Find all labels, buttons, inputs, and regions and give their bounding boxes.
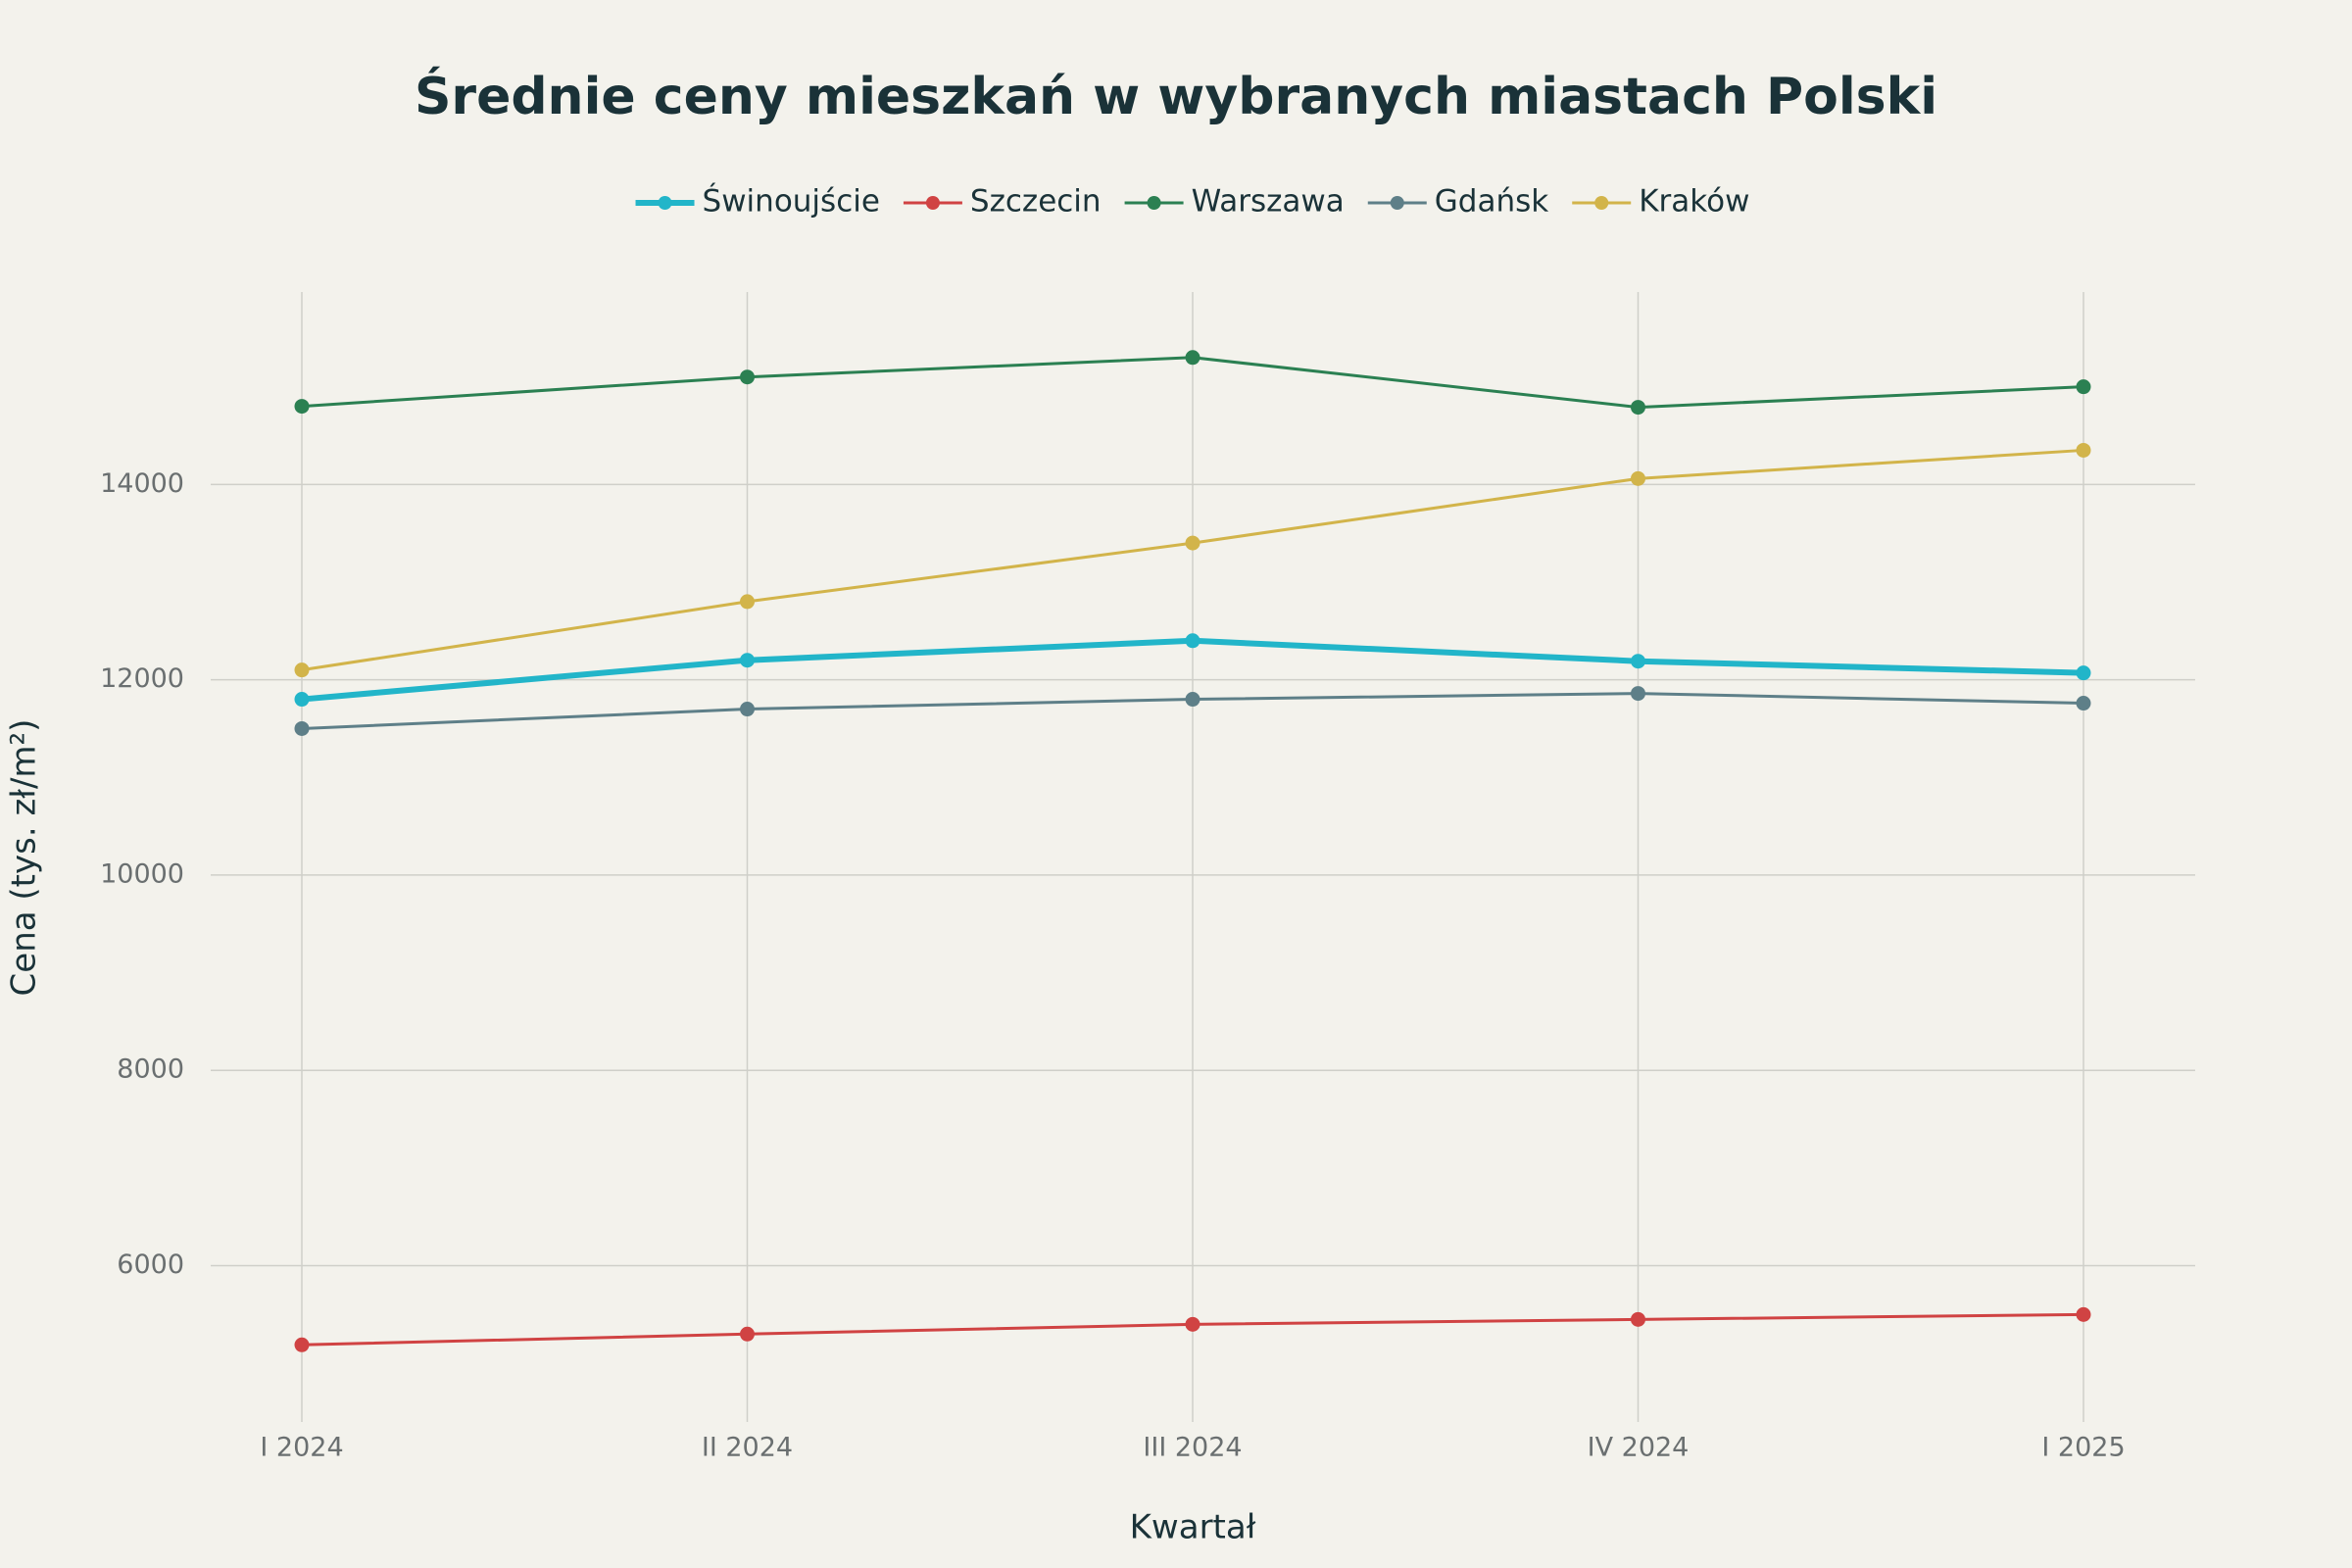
point	[2076, 1306, 2091, 1322]
point	[740, 1326, 755, 1342]
x-tick-label: II 2024	[702, 1433, 793, 1463]
legend-marker	[1594, 196, 1609, 210]
point	[740, 594, 755, 610]
point	[740, 702, 755, 717]
point	[1185, 350, 1200, 366]
point	[2076, 442, 2091, 458]
x-tick-label: III 2024	[1143, 1433, 1242, 1463]
legend-label: Kraków	[1639, 184, 1749, 220]
legend-label: Świnoujście	[703, 183, 880, 220]
point	[294, 399, 310, 415]
legend: Świnoujście Szczecin Warszawa Gdańsk Kraków	[635, 183, 1749, 220]
point	[294, 1337, 310, 1352]
x-axis-label: Kwartał	[1130, 1508, 1256, 1547]
point	[1631, 686, 1645, 702]
legend-marker	[925, 196, 940, 210]
point	[1631, 654, 1645, 669]
point	[1185, 535, 1200, 551]
point	[1631, 1311, 1645, 1327]
y-tick-label: 10000	[100, 858, 184, 889]
point	[2076, 665, 2091, 681]
point	[294, 720, 310, 736]
y-axis-label: Cena (tys. zł/m²)	[5, 719, 44, 997]
legend-marker	[1390, 196, 1404, 210]
y-tick-label: 14000	[100, 468, 184, 499]
y-tick-label: 6000	[117, 1250, 184, 1280]
y-tick-label: 8000	[117, 1054, 184, 1085]
point	[740, 369, 755, 385]
x-tick-label: I 2025	[2041, 1433, 2125, 1463]
legend-marker	[658, 196, 672, 210]
point	[2076, 696, 2091, 711]
legend-marker	[1147, 196, 1161, 210]
legend-label: Gdańsk	[1435, 184, 1548, 220]
x-tick-label: IV 2024	[1588, 1433, 1690, 1463]
x-tick-label: I 2024	[260, 1433, 343, 1463]
chart-title: Średnie ceny mieszkań w wybranych miasta…	[415, 66, 1937, 126]
point	[294, 692, 310, 708]
point	[2076, 379, 2091, 395]
legend-label: Warszawa	[1192, 184, 1345, 220]
point	[740, 653, 755, 668]
point	[1631, 470, 1645, 486]
point	[294, 662, 310, 678]
point	[1185, 1316, 1200, 1332]
y-tick-label: 12000	[100, 663, 184, 694]
legend-label: Szczecin	[970, 184, 1102, 220]
point	[1185, 692, 1200, 708]
point	[1185, 633, 1200, 649]
point	[1631, 400, 1645, 416]
